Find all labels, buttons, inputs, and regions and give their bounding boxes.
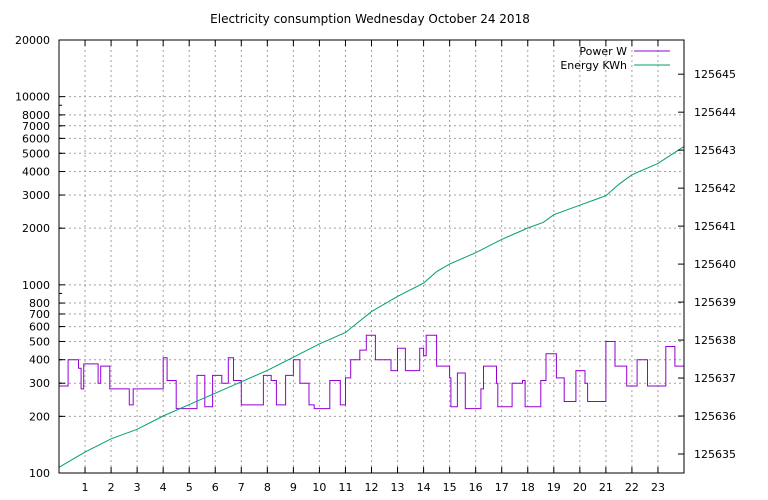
legend: Power W Energy KWh xyxy=(560,45,670,72)
x-tick-label: 21 xyxy=(599,481,613,494)
x-tick-labels: 1 2 3 4 5 6 7 8 9 10 11 12 13 14 15 16 17 18 19 20 21 22 23 xyxy=(82,481,665,494)
y-left-tick-label: 100 xyxy=(29,467,50,480)
x-tick-label: 8 xyxy=(264,481,271,494)
legend-label-power: Power W xyxy=(579,45,627,58)
y-right-tick-label: 125638 xyxy=(694,334,736,347)
y-left-tick-label: 400 xyxy=(29,354,50,367)
y-right-tick-label: 125642 xyxy=(694,182,736,195)
y-left-tick-label: 4000 xyxy=(22,166,50,179)
x-tick-label: 11 xyxy=(338,481,352,494)
grid-lines xyxy=(59,40,684,473)
x-tick-label: 4 xyxy=(160,481,167,494)
x-tick-label: 18 xyxy=(521,481,535,494)
y-right-tick-label: 125640 xyxy=(694,258,736,271)
y-left-tick-label: 10000 xyxy=(15,91,50,104)
x-tick-label: 3 xyxy=(134,481,141,494)
y-right-tick-label: 125643 xyxy=(694,144,736,157)
y-left-tick-label: 2000 xyxy=(22,222,50,235)
legend-label-energy: Energy KWh xyxy=(560,59,627,72)
y-left-tick-label: 3000 xyxy=(22,189,50,202)
y-left-tick-label: 500 xyxy=(29,335,50,348)
y-right-tick-label: 125645 xyxy=(694,68,736,81)
x-tick-label: 14 xyxy=(417,481,431,494)
y-left-tick-label: 20000 xyxy=(15,34,50,47)
chart-title: Electricity consumption Wednesday Octobe… xyxy=(210,12,530,26)
x-tick-label: 1 xyxy=(82,481,89,494)
x-tick-label: 9 xyxy=(290,481,297,494)
x-tick-label: 23 xyxy=(651,481,665,494)
y-left-tick-label: 1000 xyxy=(22,279,50,292)
x-tick-label: 13 xyxy=(391,481,405,494)
x-tick-label: 16 xyxy=(469,481,483,494)
y-left-tick-label: 600 xyxy=(29,321,50,334)
x-tick-label: 10 xyxy=(312,481,326,494)
y-right-tick-label: 125644 xyxy=(694,106,736,119)
x-tick-label: 17 xyxy=(495,481,509,494)
x-tick-label: 19 xyxy=(547,481,561,494)
y-right-tick-label: 125636 xyxy=(694,410,736,423)
energy-series-line xyxy=(58,145,685,468)
x-tick-label: 7 xyxy=(238,481,245,494)
y-right-tick-label: 125639 xyxy=(694,296,736,309)
y-right-tick-label: 125641 xyxy=(694,220,736,233)
x-tick-label: 12 xyxy=(365,481,379,494)
power-series-line xyxy=(59,334,684,410)
y-left-tick-label: 8000 xyxy=(22,109,50,122)
x-tick-label: 5 xyxy=(186,481,193,494)
y-left-tick-label: 200 xyxy=(29,410,50,423)
y-left-tick-label: 7000 xyxy=(22,120,50,133)
y-left-tick-label: 6000 xyxy=(22,132,50,145)
y-right-tick-labels: 125635 125636 125637 125638 125639 125640 1256… xyxy=(694,68,736,461)
y-left-tick-label: 300 xyxy=(29,377,50,390)
y-left-tick-label: 800 xyxy=(29,297,50,310)
y-left-tick-label: 5000 xyxy=(22,147,50,160)
y-left-tick-label: 700 xyxy=(29,308,50,321)
x-tick-label: 22 xyxy=(625,481,639,494)
axis-ticks xyxy=(59,39,684,474)
x-tick-label: 2 xyxy=(108,481,115,494)
y-right-tick-label: 125637 xyxy=(694,372,736,385)
x-tick-label: 15 xyxy=(443,481,457,494)
series-group xyxy=(58,145,685,468)
y-right-tick-label: 125635 xyxy=(694,448,736,461)
x-tick-label: 6 xyxy=(212,481,219,494)
x-tick-label: 20 xyxy=(573,481,587,494)
